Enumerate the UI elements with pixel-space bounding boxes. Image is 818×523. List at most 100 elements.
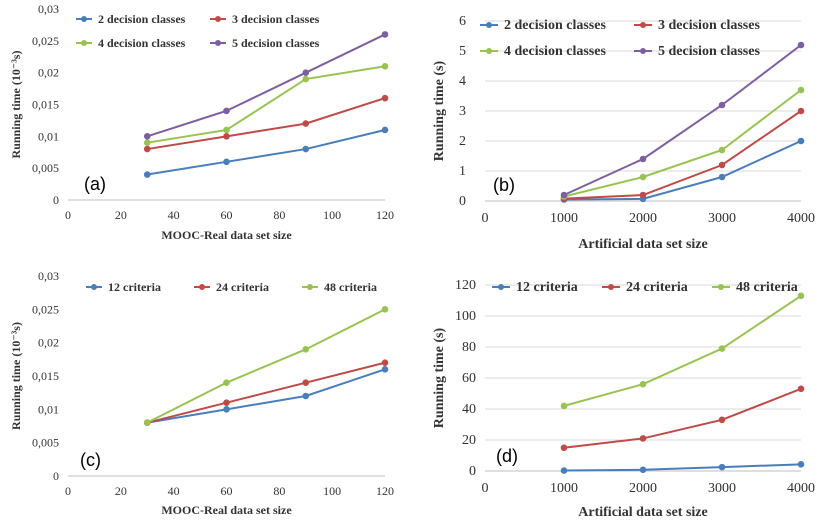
y-tick-label: 0 [53, 193, 59, 207]
data-point [560, 467, 568, 474]
data-point [639, 435, 647, 442]
panel-tag: (b) [493, 175, 515, 195]
series-line-2 [563, 110, 802, 200]
data-point [143, 139, 151, 146]
legend-swatch-marker [640, 22, 646, 28]
data-point [223, 133, 230, 140]
data-point [223, 158, 230, 166]
y-tick-label: 0,03 [38, 2, 59, 16]
data-point [302, 75, 310, 83]
x-tick-label: 3000 [708, 211, 736, 226]
data-point [302, 145, 310, 153]
x-tick-label: 100 [323, 208, 341, 222]
legend-label: 3 decision classes [232, 12, 320, 26]
data-point [639, 380, 647, 388]
x-tick-label: 0 [482, 211, 489, 226]
x-tick-label: 40 [168, 484, 180, 498]
y-axis-label: Running time (10⁻³s) [9, 51, 23, 159]
y-tick-label: 6 [459, 14, 466, 29]
data-point [381, 31, 389, 38]
data-point [381, 94, 389, 102]
y-tick-label: 100 [455, 309, 476, 324]
y-tick-label: 120 [455, 278, 476, 293]
data-point [223, 107, 230, 115]
data-point [302, 346, 310, 353]
series-line-3 [147, 65, 386, 144]
legend-label: 5 decision classes [658, 44, 760, 59]
legend-label: 48 criteria [736, 280, 798, 295]
y-tick-label: 60 [462, 371, 476, 386]
data-point [381, 63, 389, 70]
x-tick-label: 1000 [550, 481, 578, 496]
data-point [302, 379, 310, 386]
y-axis-label: Running time (s) [432, 60, 447, 161]
x-tick-label: 0 [65, 208, 71, 222]
x-tick-label: 4000 [787, 211, 815, 226]
data-point [381, 366, 389, 373]
y-tick-label: 0,015 [32, 369, 59, 383]
data-point [302, 120, 310, 127]
data-point [143, 419, 151, 426]
legend-swatch-marker [718, 284, 724, 290]
data-point [797, 41, 805, 49]
data-point [718, 345, 726, 352]
panel-tag: (a) [84, 174, 106, 194]
data-point [143, 133, 151, 140]
y-tick-label: 0,01 [38, 129, 59, 143]
legend-label: 2 decision classes [504, 18, 606, 33]
legend-swatch-marker [199, 284, 205, 290]
data-point [381, 306, 389, 313]
x-axis-label: Artificial data set size [578, 505, 707, 520]
y-tick-label: 0,02 [38, 66, 59, 80]
series-line-2 [147, 361, 386, 424]
data-point [143, 171, 151, 178]
series-line-2 [563, 387, 802, 449]
chart-panel-4: 0 20 40 60 80 100 120 0 1000 2000 3000 4000 Artifici… [432, 278, 815, 520]
x-tick-label: 80 [273, 208, 285, 222]
data-point [718, 173, 726, 181]
data-point [223, 406, 230, 413]
data-point [797, 137, 805, 145]
series-line-3 [563, 89, 802, 198]
y-tick-label: 0,03 [38, 269, 59, 283]
data-point [639, 155, 647, 163]
x-tick-label: 4000 [787, 481, 815, 496]
x-tick-label: 20 [115, 208, 127, 222]
data-point [302, 392, 310, 400]
x-tick-label: 2000 [629, 481, 657, 496]
x-tick-label: 80 [273, 484, 285, 498]
y-tick-label: 0,015 [32, 98, 59, 112]
series-line-1 [147, 368, 386, 424]
series-line-1 [563, 463, 802, 472]
legend-swatch-marker [608, 284, 614, 290]
y-tick-label: 0,025 [32, 302, 59, 316]
legend-label: 4 decision classes [98, 36, 186, 50]
data-point [381, 126, 389, 134]
data-point [223, 379, 230, 386]
legend-label: 48 criteria [324, 280, 377, 294]
legend-swatch-marker [498, 284, 504, 290]
data-point [797, 385, 805, 393]
legend-swatch-marker [91, 284, 97, 290]
x-tick-label: 1000 [550, 211, 578, 226]
x-tick-label: 60 [221, 208, 233, 222]
data-point [560, 402, 568, 410]
data-point [718, 146, 726, 154]
series-line-4 [146, 33, 386, 138]
data-point [223, 126, 230, 134]
data-point [639, 191, 647, 199]
series-line-3 [563, 295, 802, 407]
data-point [797, 292, 805, 300]
y-tick-label: 40 [462, 402, 476, 417]
y-tick-label: 0 [469, 464, 476, 479]
data-point [143, 145, 151, 153]
data-point [718, 161, 726, 169]
data-point [797, 107, 805, 115]
y-tick-label: 0,02 [38, 336, 59, 350]
legend-swatch-marker [215, 40, 221, 46]
series-line-4 [563, 44, 802, 196]
data-point [560, 191, 568, 199]
x-axis-label: MOOC-Real data set size [161, 503, 292, 517]
x-tick-label: 120 [376, 484, 394, 498]
legend-swatch-marker [81, 40, 87, 46]
